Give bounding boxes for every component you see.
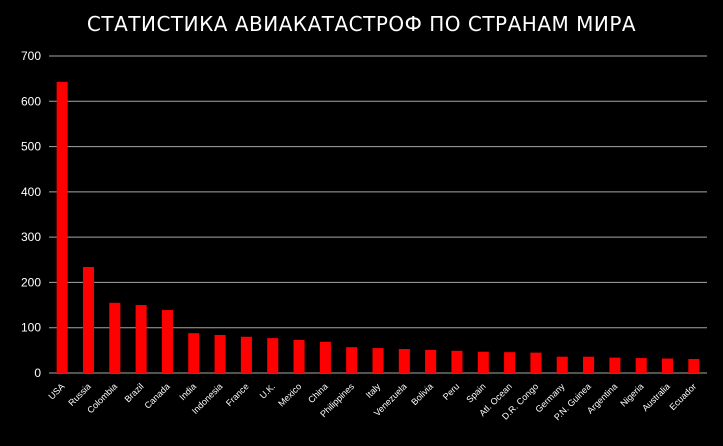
bar-germany xyxy=(556,356,568,373)
x-category-label: Italy xyxy=(364,381,383,400)
bar-ecuador xyxy=(688,358,700,373)
y-tick-label: 300 xyxy=(21,230,41,244)
bar-argentina xyxy=(609,357,621,373)
y-tick-label: 500 xyxy=(21,140,41,154)
x-category-label: Australia xyxy=(640,381,672,413)
bar-france xyxy=(240,336,252,373)
bar-australia xyxy=(661,358,674,373)
x-category-label: France xyxy=(224,381,251,408)
bar-peru xyxy=(451,350,463,373)
y-tick-label: 0 xyxy=(34,366,41,380)
y-tick-label: 100 xyxy=(21,321,41,335)
x-category-label: USA xyxy=(46,381,66,401)
x-category-label: India xyxy=(177,381,198,402)
bars xyxy=(56,81,700,373)
bar-venezuela xyxy=(398,348,410,373)
bar-atl-ocean xyxy=(504,352,516,373)
x-category-label: Spain xyxy=(464,381,487,404)
x-category-label: Mexico xyxy=(276,381,303,408)
bar-nigeria xyxy=(635,358,647,373)
y-axis-ticks: 0 100 200 300 400 500 600 700 xyxy=(21,49,41,380)
bar-philippines xyxy=(346,347,358,373)
bar-brazil xyxy=(135,305,147,373)
y-tick-label: 700 xyxy=(21,49,41,63)
x-category-label: U.K. xyxy=(258,381,277,400)
bar-usa xyxy=(56,81,68,373)
bar-italy xyxy=(372,348,384,373)
y-tick-label: 400 xyxy=(21,185,41,199)
bar-indonesia xyxy=(214,334,226,373)
x-category-label: Ecuador xyxy=(667,381,698,412)
chart-title: СТАТИСТИКА АВИАКАТАСТРОФ ПО СТРАНАМ МИРА xyxy=(86,12,637,36)
bar-india xyxy=(188,333,200,373)
x-category-label: Canada xyxy=(142,381,171,410)
x-category-label: Brazil xyxy=(123,381,146,404)
y-tick-label: 200 xyxy=(21,275,41,289)
x-category-label: Peru xyxy=(441,381,462,402)
bar-russia xyxy=(82,267,95,373)
grid-lines xyxy=(49,55,707,374)
x-category-label: Bolivia xyxy=(409,381,435,407)
x-category-label: China xyxy=(306,381,330,405)
bar-d-r-congo xyxy=(530,352,542,373)
bar-china xyxy=(319,341,331,373)
y-tick-label: 600 xyxy=(21,94,41,108)
bar-colombia xyxy=(109,302,121,373)
bar-mexico xyxy=(293,339,305,373)
bar-u-k xyxy=(267,338,279,373)
bar-bolivia xyxy=(425,349,437,373)
bar-p-n-guinea xyxy=(583,356,595,373)
bar-canada xyxy=(161,310,173,373)
bar-spain xyxy=(477,351,489,373)
